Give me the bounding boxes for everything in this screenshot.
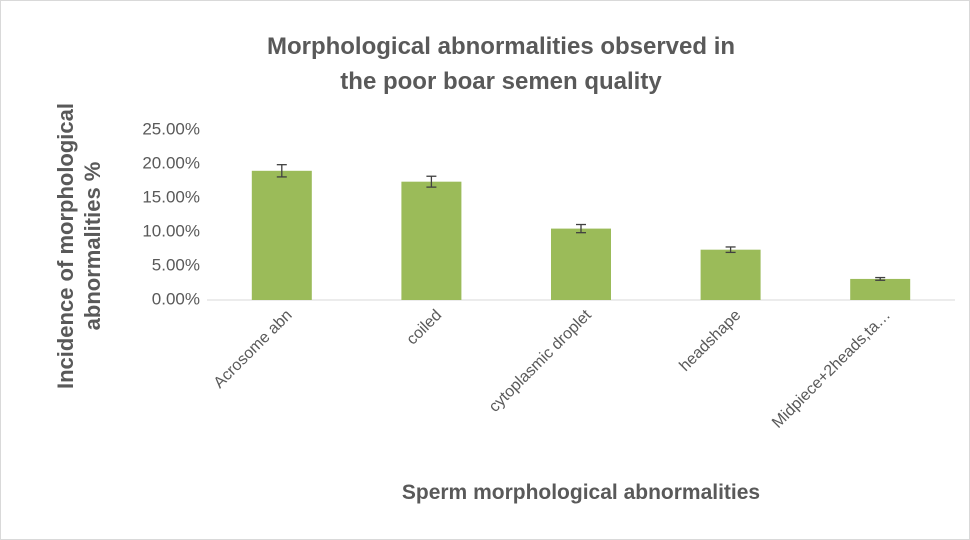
x-tick-label: Midpiece+2heads,ta… — [769, 307, 894, 432]
bar — [700, 249, 761, 300]
chart-title: Morphological abnormalities observed in … — [266, 33, 736, 95]
bar — [551, 228, 611, 300]
y-tick-label: 25.00% — [142, 119, 200, 138]
y-axis-title: Incidence of morphological abnormalities… — [53, 102, 105, 390]
y-tick-label: 5.00% — [152, 255, 200, 274]
bar — [251, 170, 312, 300]
x-tick-label: headshape — [676, 307, 744, 375]
x-axis-title: Sperm morphological abnormalities — [401, 481, 761, 504]
error-bar — [426, 175, 437, 188]
y-tick-label: 0.00% — [152, 289, 200, 308]
error-bar — [576, 223, 586, 234]
bar — [850, 278, 911, 300]
x-tick-label: coiled — [404, 307, 446, 349]
error-bar — [875, 276, 886, 281]
x-tick-label: cytoplasmic droplet — [486, 306, 595, 415]
y-tick-label: 10.00% — [142, 221, 200, 240]
y-tick-label: 20.00% — [142, 153, 200, 172]
error-bar — [276, 164, 287, 178]
x-tick-label: Acrosome abn — [211, 307, 296, 392]
y-tick-label: 15.00% — [142, 187, 200, 206]
error-bar — [725, 246, 736, 254]
bar — [401, 181, 462, 300]
